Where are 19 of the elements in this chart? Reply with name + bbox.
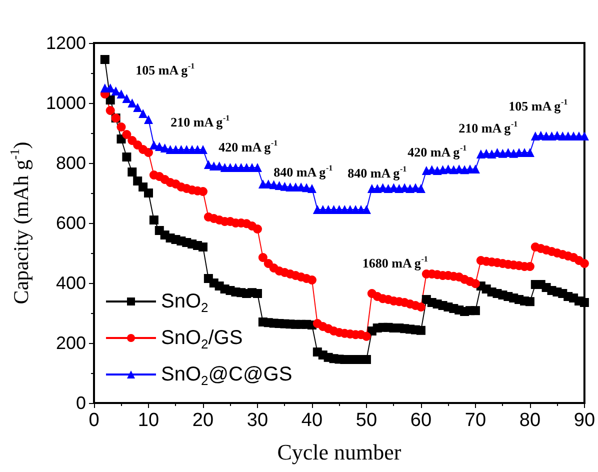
x-tick-label: 20 [192, 410, 214, 431]
x-tick-label: 60 [410, 410, 432, 431]
x-tick-label: 0 [88, 410, 100, 431]
y-axis-title: Capacity (mAh g-1) [7, 142, 33, 304]
x-tick-label: 10 [138, 410, 160, 431]
y-tick-label: 400 [56, 273, 86, 293]
y-tick-label: 200 [56, 333, 86, 353]
y-tick-label: 1000 [46, 93, 86, 113]
x-tick-label: 50 [356, 410, 378, 431]
x-axis-title: Cycle number [277, 440, 402, 464]
y-tick-label: 800 [56, 153, 86, 173]
y-tick-label: 600 [56, 213, 86, 233]
x-tick-label: 80 [519, 410, 541, 431]
x-tick-label: 70 [464, 410, 486, 431]
y-tick-label: 1200 [46, 33, 86, 53]
x-tick-label: 90 [574, 410, 596, 431]
y-tick-label: 0 [76, 393, 86, 413]
x-tick-label: 40 [301, 410, 323, 431]
x-tick-label: 30 [246, 410, 268, 431]
